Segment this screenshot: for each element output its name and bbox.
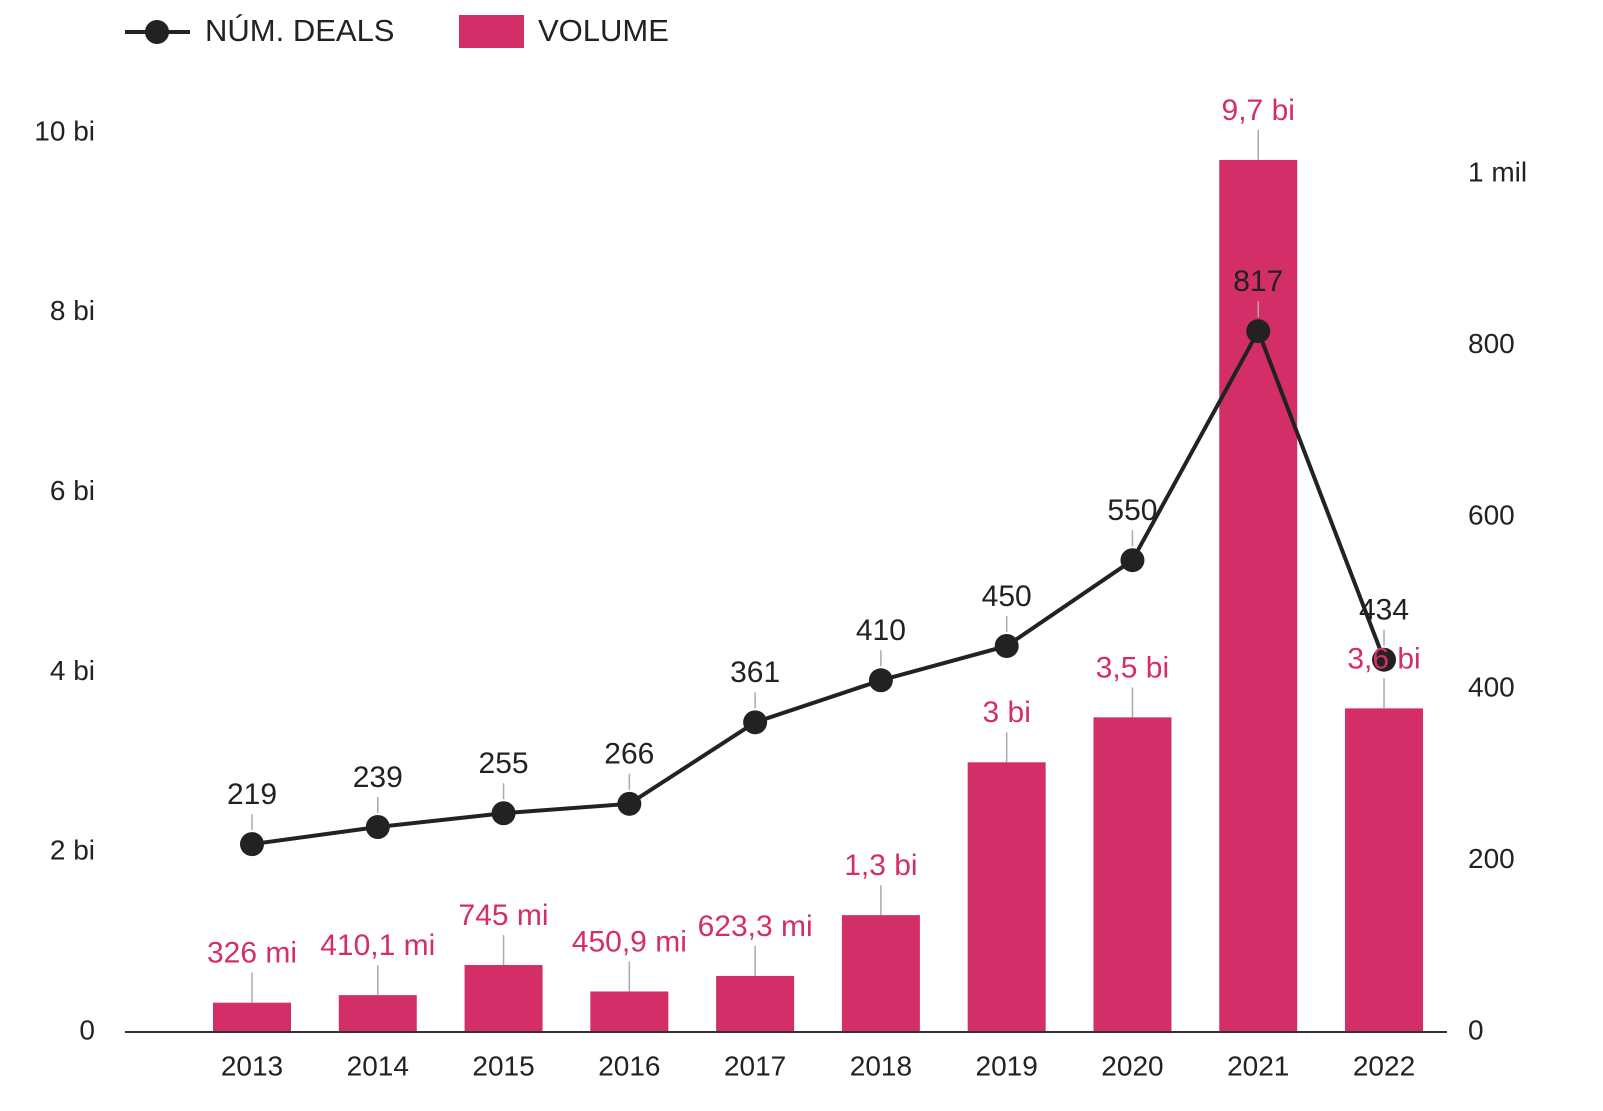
bar: [213, 1002, 291, 1032]
bar-value-label: 410,1 mi: [320, 929, 435, 962]
y2-tick-label: 800: [1468, 328, 1515, 359]
bar: [1345, 708, 1424, 1032]
y-tick-label: 10 bi: [34, 115, 95, 146]
deals-value-label: 219: [227, 778, 277, 811]
y2-tick-label: 0: [1468, 1014, 1484, 1045]
x-tick-label: 2022: [1353, 1050, 1415, 1081]
x-tick-label: 2018: [850, 1050, 912, 1081]
x-tick-label: 2021: [1227, 1050, 1289, 1081]
y-tick-label: 8 bi: [50, 295, 95, 326]
y2-tick-label: 1 mil: [1468, 157, 1527, 188]
deals-value-label: 266: [604, 738, 654, 771]
deals-value-label: 817: [1233, 265, 1283, 298]
legend-marker: [145, 20, 169, 44]
bar-value-label: 326 mi: [207, 937, 297, 970]
x-tick-label: 2014: [347, 1050, 409, 1081]
bar: [716, 975, 795, 1032]
y2-tick-label: 600: [1468, 500, 1515, 531]
bar-value-label: 3,6 bi: [1347, 642, 1420, 675]
deals-point: [1372, 647, 1397, 672]
deals-value-label: 410: [856, 614, 906, 647]
deals-point: [365, 814, 390, 839]
deals-point: [868, 668, 893, 693]
deals-value-label: 239: [353, 761, 403, 794]
y-tick-label: 6 bi: [50, 475, 95, 506]
bar: [338, 995, 417, 1032]
deals-point: [1120, 548, 1145, 573]
deals-value-label: 450: [982, 580, 1032, 613]
deals-point: [1246, 319, 1271, 344]
deals-value-label: 550: [1107, 494, 1157, 527]
deals-line: [251, 326, 1386, 847]
deals-point: [491, 801, 516, 826]
x-tick-label: 2020: [1101, 1050, 1163, 1081]
legend-swatch: [459, 15, 524, 48]
y2-tick-label: 200: [1468, 843, 1515, 874]
x-tick-label: 2015: [472, 1050, 534, 1081]
bar-value-label: 9,7 bi: [1222, 94, 1295, 127]
deals-value-label: 434: [1359, 594, 1409, 627]
y2-tick-label: 400: [1468, 671, 1515, 702]
legend-label: VOLUME: [538, 13, 669, 48]
bar: [841, 915, 920, 1032]
bar-value-label: 623,3 mi: [698, 910, 813, 943]
bar: [1093, 717, 1172, 1032]
x-tick-label: 2019: [976, 1050, 1038, 1081]
y-tick-label: 4 bi: [50, 655, 95, 686]
x-tick-label: 2017: [724, 1050, 786, 1081]
bar: [967, 762, 1046, 1032]
bar-value-label: 450,9 mi: [572, 925, 687, 958]
bar-value-label: 3 bi: [982, 696, 1030, 729]
y-tick-label: 2 bi: [50, 835, 95, 866]
x-tick-label: 2016: [598, 1050, 660, 1081]
legend-label: NÚM. DEALS: [205, 13, 394, 48]
y-tick-label: 0: [79, 1014, 95, 1045]
deals-value-label: 361: [730, 656, 780, 689]
deals-point: [617, 791, 642, 816]
bar-value-label: 1,3 bi: [844, 849, 917, 882]
bar: [464, 965, 543, 1032]
deals-point: [743, 710, 768, 735]
bar-value-label: 745 mi: [459, 899, 549, 932]
x-tick-label: 2013: [221, 1050, 283, 1081]
deals-point: [994, 633, 1019, 658]
deals-value-label: 255: [479, 747, 529, 780]
bar: [590, 991, 669, 1032]
deals-point: [240, 832, 264, 857]
bar-value-label: 3,5 bi: [1096, 651, 1169, 684]
